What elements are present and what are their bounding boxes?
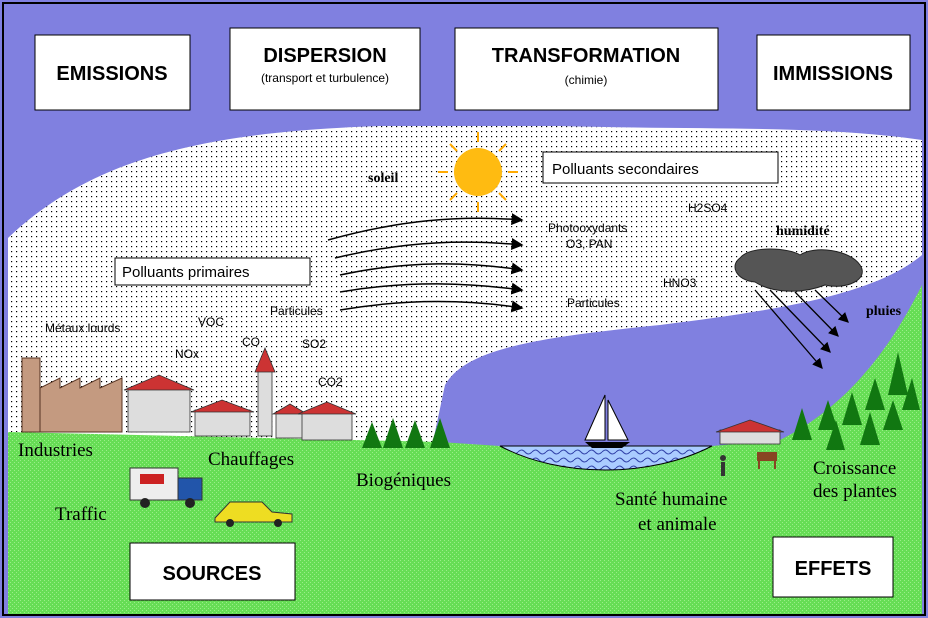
box [772,536,894,598]
human-animal [720,452,777,476]
rain-cloud [734,248,863,292]
source-label: Biogéniques [356,470,451,491]
secondary-pollutants: Photooxydants O3, PAN H2SO4 HNO3 Particu… [548,201,728,310]
header-boxes: EMISSIONS DISPERSION (transport et turbu… [34,27,911,111]
box [229,27,421,111]
pollutant: NOx [175,347,199,361]
ground [8,285,922,614]
pollutant: Particules [270,304,323,318]
transport-arrows [327,213,524,313]
header-title: EMISSIONS [56,63,167,85]
effect-label: des plantes [813,481,897,502]
source-label: Traffic [55,504,107,525]
pollutant: Photooxydants [548,221,627,235]
box [756,34,911,111]
box [34,34,191,111]
header-title: DISPERSION [263,45,386,67]
atmosphere-cloud [8,126,922,446]
label: Polluants secondaires [552,161,699,178]
pollutant: Particules [567,296,620,310]
effects: Santé humaine et animale Croissance des … [615,458,897,535]
header-title: IMMISSIONS [773,63,893,85]
box [129,542,296,601]
pollutant: VOC [198,315,224,329]
sources: Industries Chauffages Traffic Biogénique… [18,440,451,525]
lake [499,445,713,471]
source-label: Industries [18,440,93,461]
box [454,27,719,111]
pollutant: SO2 [302,337,326,351]
header-title: TRANSFORMATION [492,45,681,67]
header-subtitle: (transport et turbulence) [261,71,389,85]
sailboat [584,394,630,448]
sources-title: SOURCES [163,563,262,585]
primary-pollutants: Métaux lourds VOC NOx CO Particules SO2 … [45,304,343,389]
effect-label: Santé humaine [615,489,727,510]
rain-arrows [754,289,849,369]
pollutant: Métaux lourds [45,321,120,335]
trees [362,352,920,450]
pollutant: HNO3 [663,276,697,290]
label-box [542,151,779,184]
effect-label: et animale [638,514,717,535]
truck [129,467,203,508]
pollutant: CO2 [318,375,343,389]
pollutant: O3, PAN [566,237,612,251]
sun-label: soleil [368,171,398,186]
label: Polluants primaires [122,264,250,281]
rain-label: pluies [866,304,902,319]
town [123,346,357,441]
effects-title: EFFETS [795,558,872,580]
source-label: Chauffages [208,449,294,470]
sun [438,132,518,212]
header-subtitle: (chimie) [565,73,608,87]
pollutant: H2SO4 [688,201,728,215]
village [715,419,785,445]
pollutant: CO [242,335,260,349]
car [214,501,293,527]
humidity-label: humidité [776,224,830,239]
effect-label: Croissance [813,458,896,479]
industry [21,357,123,433]
label-box [114,257,311,286]
